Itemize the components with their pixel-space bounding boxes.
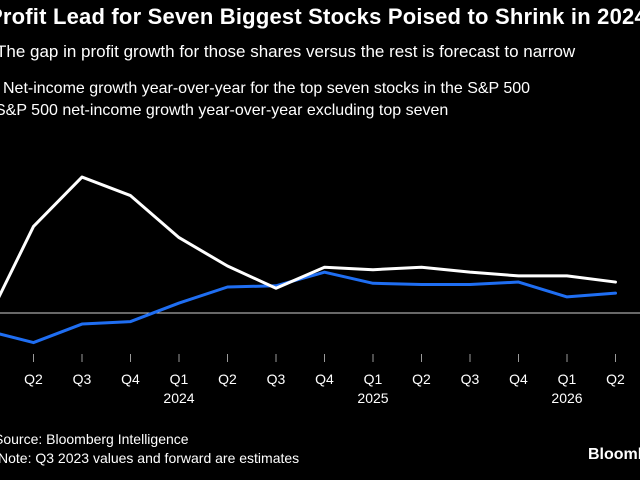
estimate-note: Note: Q3 2023 values and forward are est… xyxy=(0,450,300,466)
x-tick-label: Q3 xyxy=(73,371,92,387)
x-tick-label: Q2 xyxy=(218,371,237,387)
x-tick-label: Q2 xyxy=(412,371,431,387)
legend-label-top-seven: Net-income growth year-over-year for the… xyxy=(3,80,531,97)
legend-entry-top-seven: Net-income growth year-over-year for the… xyxy=(0,80,530,98)
legend-entry-rest: S&P 500 net-income growth year-over-year… xyxy=(0,102,448,120)
x-tick-label: Q2 xyxy=(24,371,43,387)
x-tick-label: Q1 xyxy=(170,371,189,387)
x-tick-label: Q4 xyxy=(315,371,334,387)
legend-label-rest: S&P 500 net-income growth year-over-year… xyxy=(0,102,449,119)
year-label: 2024 xyxy=(163,390,194,406)
x-tick-label: Q3 xyxy=(461,371,480,387)
year-label: 2025 xyxy=(357,390,388,406)
x-tick-label: Q4 xyxy=(121,371,140,387)
chart-subtitle: The gap in profit growth for those share… xyxy=(0,42,576,61)
x-tick-label: Q1 xyxy=(558,371,577,387)
source-note: Source: Bloomberg Intelligence xyxy=(0,431,189,447)
x-tick-label: Q2 xyxy=(606,371,625,387)
x-tick-label: Q1 xyxy=(364,371,383,387)
series-line-top-seven xyxy=(0,175,617,299)
chart-title: Profit Lead for Seven Biggest Stocks Poi… xyxy=(0,4,640,29)
series-line-rest xyxy=(0,270,617,345)
x-tick-label: Q3 xyxy=(267,371,286,387)
x-tick-label: Q4 xyxy=(509,371,528,387)
bloomberg-logo: Bloomberg xyxy=(588,446,640,463)
year-label: 2026 xyxy=(551,390,582,406)
